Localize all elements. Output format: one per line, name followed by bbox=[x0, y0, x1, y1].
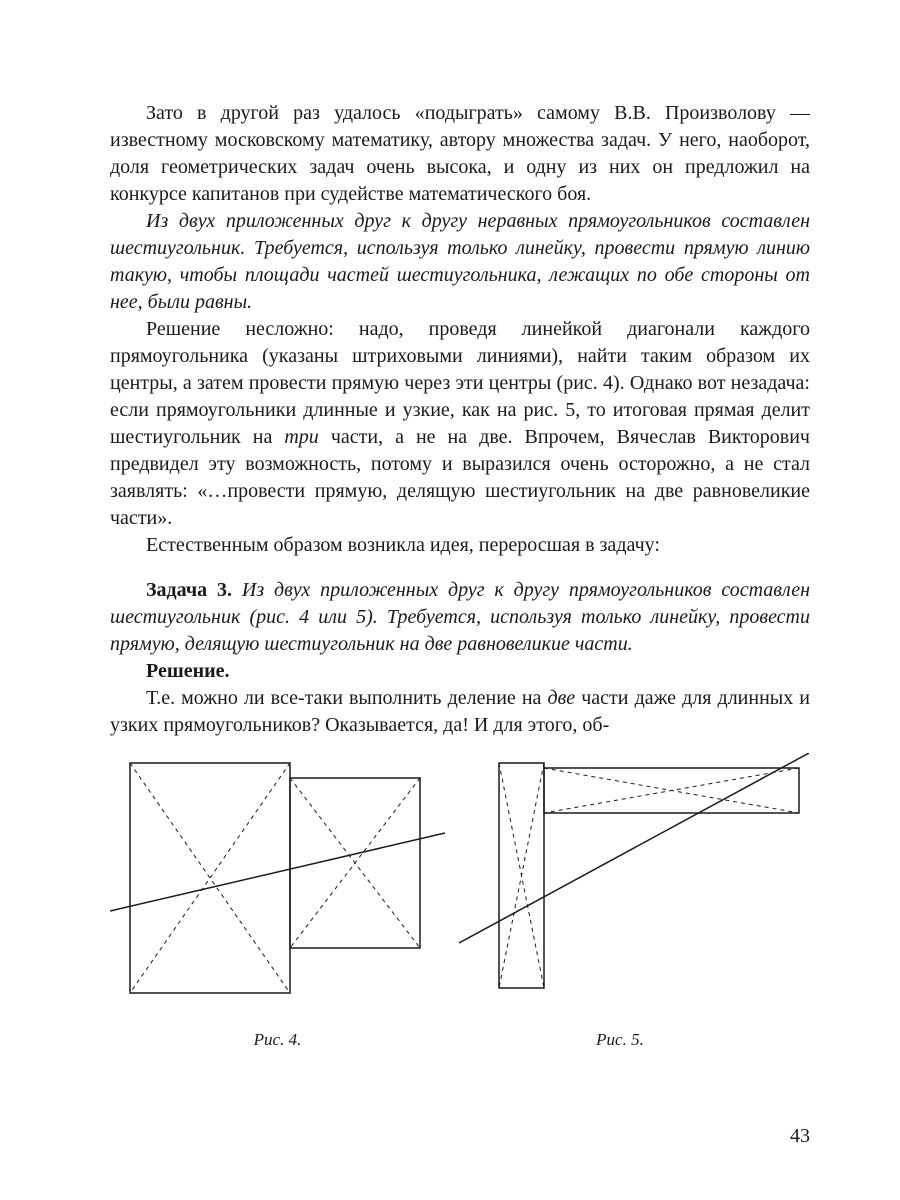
figures-row bbox=[110, 753, 810, 1013]
fig5-svg bbox=[459, 753, 809, 1013]
fig5-caption: Рис. 5. bbox=[445, 1029, 795, 1052]
sol-label: Решение. bbox=[146, 660, 230, 682]
paragraph-6: Т.е. можно ли все-таки выполнить деление… bbox=[110, 685, 810, 739]
paragraph-2-problem: Из двух приложенных друг к другу неравны… bbox=[110, 208, 810, 316]
task-3: Задача 3. Из двух приложенных друг к дру… bbox=[110, 577, 810, 658]
solution-label: Решение. bbox=[110, 658, 810, 685]
figure-captions: Рис. 4. Рис. 5. bbox=[110, 1029, 810, 1052]
fig4-caption: Рис. 4. bbox=[110, 1029, 445, 1052]
fig4-svg bbox=[110, 753, 445, 1013]
p6-a: Т.е. можно ли все-таки выполнить деление… bbox=[146, 687, 548, 709]
p3-emph-tri: три bbox=[284, 426, 318, 448]
paragraph-4: Естественным образом возникла идея, пере… bbox=[110, 532, 810, 559]
paragraph-3: Решение несложно: надо, проведя линейкой… bbox=[110, 316, 810, 532]
page-number: 43 bbox=[790, 1123, 810, 1150]
p6-emph-dve: две bbox=[548, 687, 576, 709]
figure-5 bbox=[459, 753, 809, 1013]
task-label: Задача 3. bbox=[146, 579, 242, 601]
paragraph-1: Зато в другой раз удалось «подыграть» са… bbox=[110, 100, 810, 208]
figure-4 bbox=[110, 753, 445, 1013]
